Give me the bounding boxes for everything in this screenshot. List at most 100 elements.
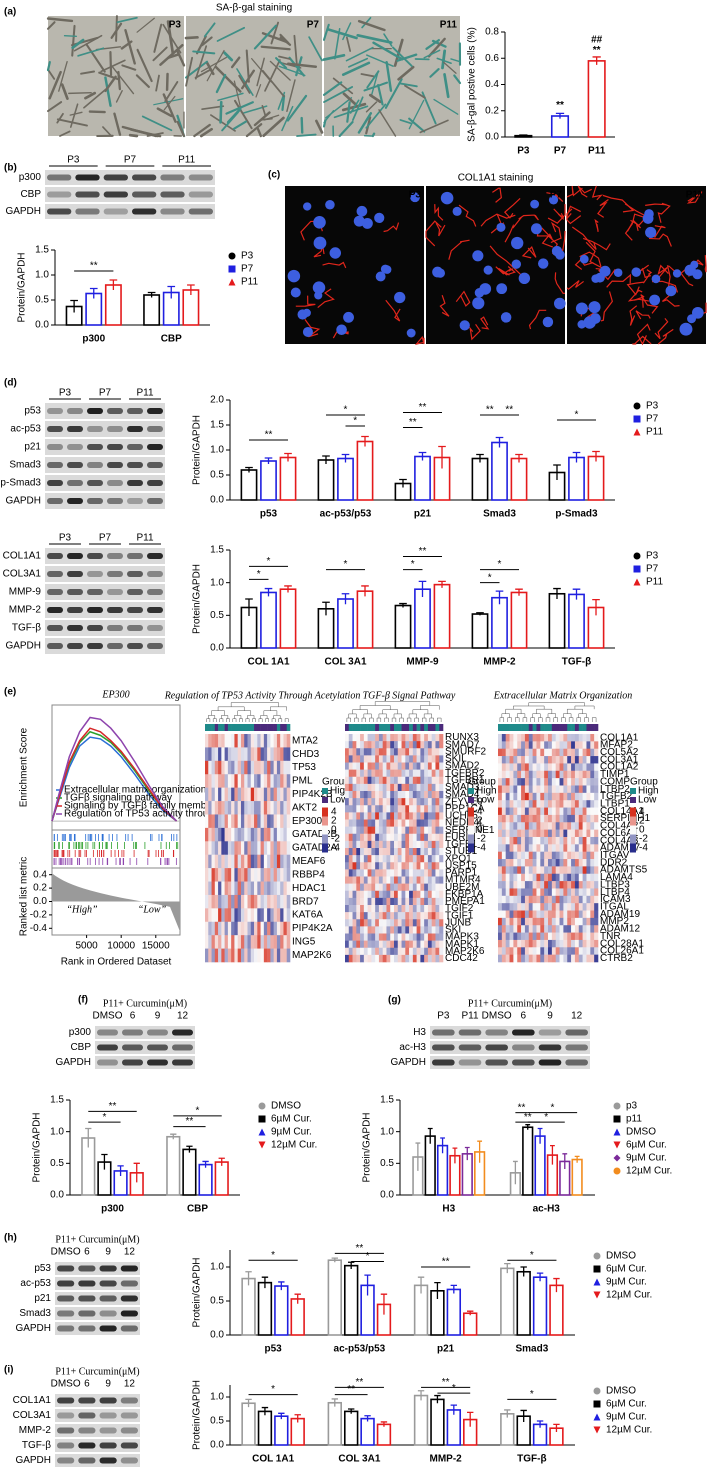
- blot-band: [485, 1044, 508, 1051]
- heatmap-cell: [401, 755, 406, 763]
- dendrogram: [278, 718, 283, 722]
- heatmap-cell: [420, 755, 425, 763]
- cell: [443, 73, 450, 99]
- heatmap-cell: [276, 760, 281, 775]
- heatmap-cell: [205, 894, 209, 909]
- heatmap-cell: [260, 760, 265, 775]
- heatmap-cell: [394, 862, 399, 870]
- heatmap-cell: [431, 869, 436, 877]
- cell: [323, 86, 354, 103]
- heatmap-cell: [431, 954, 436, 963]
- heatmap-cell: [416, 883, 421, 892]
- cell: [423, 49, 441, 59]
- error-bar: [187, 284, 195, 295]
- heatmap-cell: [237, 801, 242, 815]
- heatmap-cell: [397, 883, 402, 892]
- heatmap-cell: [363, 812, 368, 820]
- collagen-fiber: [434, 204, 444, 221]
- heatmap-cell: [563, 910, 568, 919]
- heatmap-cell: [574, 770, 580, 779]
- dendrogram: [437, 717, 442, 722]
- dendrogram: [513, 705, 545, 710]
- heatmap-cell: [521, 939, 526, 948]
- cell: [223, 51, 234, 62]
- heatmap-cell: [505, 954, 510, 963]
- heatmap-cell: [208, 734, 212, 748]
- heatmap-cell: [247, 760, 252, 775]
- heatmap-cell: [401, 940, 406, 949]
- heatmap-cell: [536, 814, 541, 823]
- heatmap-cell: [567, 844, 572, 852]
- heatmap-cell: [276, 935, 281, 949]
- heatmap-cell: [431, 734, 436, 742]
- heatmap-cell: [427, 826, 432, 835]
- heatmap-cell: [254, 801, 258, 815]
- heatmap-cell: [214, 774, 219, 788]
- heatmap-cell: [571, 836, 576, 845]
- heatmap-cell: [416, 791, 421, 799]
- heatmap-cell: [567, 822, 572, 830]
- blot-band: [47, 208, 72, 215]
- blot-band: [103, 208, 128, 215]
- heatmap-title: TGF-β Signal Pathway: [363, 690, 456, 701]
- error-bar: [536, 1420, 544, 1428]
- heatmap-cell: [375, 862, 380, 870]
- blot-band: [127, 462, 143, 468]
- heatmap-cell: [524, 866, 530, 875]
- heatmap-cell: [263, 760, 268, 775]
- significance-label: *: [488, 572, 492, 583]
- heatmap-cell: [571, 859, 576, 867]
- heatmap-cell: [345, 848, 350, 856]
- heatmap-cell: [211, 854, 216, 869]
- heatmap-cell: [386, 819, 391, 827]
- cell: [100, 59, 126, 73]
- heatmap-cell: [205, 747, 209, 762]
- x-tick-label: p300: [101, 1204, 124, 1215]
- heatmap-cell: [567, 925, 572, 933]
- heatmap-cell: [517, 741, 522, 750]
- heatmap-cell: [363, 883, 368, 892]
- heatmap-cell: [559, 881, 564, 889]
- heatmap-cell: [386, 897, 391, 906]
- heatmap-cell: [257, 801, 261, 815]
- heatmap-cell: [528, 792, 533, 801]
- x-axis-label: Rank in Ordered Dataset: [61, 957, 172, 968]
- heatmap-cell: [505, 822, 510, 830]
- heatmap-cell: [427, 869, 432, 877]
- heatmap-cell: [528, 932, 533, 941]
- x-tick-label: COL 3A1: [324, 657, 366, 668]
- heatmap-cell: [528, 741, 533, 750]
- blot-band: [99, 1457, 117, 1464]
- heatmap-cell: [390, 826, 395, 835]
- heatmap-cell: [551, 829, 556, 838]
- heatmap-cell: [386, 791, 391, 799]
- heatmap-cell: [501, 925, 506, 933]
- heatmap-cell: [367, 848, 372, 856]
- collagen-fiber: [383, 222, 400, 233]
- significance-label: *: [271, 1250, 275, 1261]
- blot-band: [120, 1457, 138, 1464]
- collagen-fiber: [469, 323, 481, 341]
- collagen-fiber: [654, 318, 669, 340]
- heatmap-cell: [590, 859, 595, 867]
- blot-band: [87, 462, 103, 468]
- nucleus: [380, 264, 390, 274]
- heatmap-cell: [263, 881, 268, 896]
- heatmap-cell: [431, 805, 436, 813]
- heatmap-cell: [586, 910, 591, 919]
- heatmap-cell: [378, 840, 383, 849]
- heatmap-cell: [224, 921, 229, 936]
- heatmap-cell: [551, 756, 556, 764]
- bar: [327, 1259, 342, 1336]
- legend-label: 9µM Cur.: [606, 1277, 647, 1288]
- heatmap-cell: [498, 807, 503, 816]
- group-bar: [273, 724, 278, 731]
- cell: [210, 114, 236, 132]
- significance-label: **: [524, 1112, 532, 1123]
- heatmap-cell: [582, 800, 587, 808]
- heatmap-cell: [240, 827, 245, 842]
- gene-label: ADAM12: [600, 924, 640, 935]
- heatmap-cell: [544, 888, 549, 897]
- colorbar-label: 4: [639, 807, 645, 818]
- legend-label: DMSO: [271, 1101, 301, 1112]
